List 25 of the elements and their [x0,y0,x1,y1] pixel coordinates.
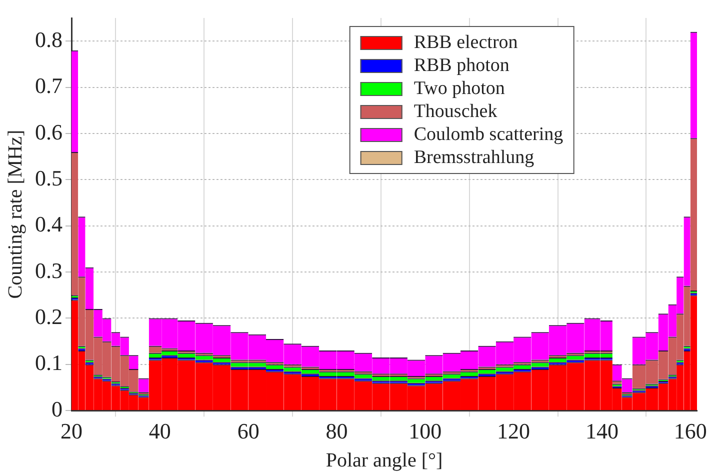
x-axis-title: Polar angle [°] [326,449,443,472]
x-tick-label: 140 [585,418,618,444]
y-axis-title: Counting rate [MHz] [4,130,26,299]
y-tick-label: 0.1 [35,350,62,376]
legend-label: Bremsstrahlung [414,146,534,169]
y-tick-label: 0.4 [35,212,62,237]
x-tick-label: 100 [408,418,442,444]
legend-label: RBB photon [414,54,510,77]
x-tick-label: 80 [326,418,348,444]
legend-label: Thouschek [414,100,498,123]
y-tick-label: 0.2 [35,304,62,330]
x-tick-label: 120 [497,418,530,444]
legend-label: Two photon [414,77,505,100]
y-tick-label: 0.3 [35,258,62,283]
x-tick-label: 20 [60,418,82,444]
y-tick-label: 0.8 [35,26,62,52]
x-tick-label: 60 [237,418,260,444]
x-tick-label: 160 [674,418,707,444]
y-tick-label: 0.7 [35,73,62,98]
y-tick-label: 0 [52,396,62,422]
y-tick-label: 0.6 [35,119,62,144]
x-tick-label: 40 [148,418,171,444]
legend-label: Coulomb scattering [414,123,564,146]
y-tick-label: 0.5 [35,165,62,190]
legend-label: RBB electron [414,31,518,54]
